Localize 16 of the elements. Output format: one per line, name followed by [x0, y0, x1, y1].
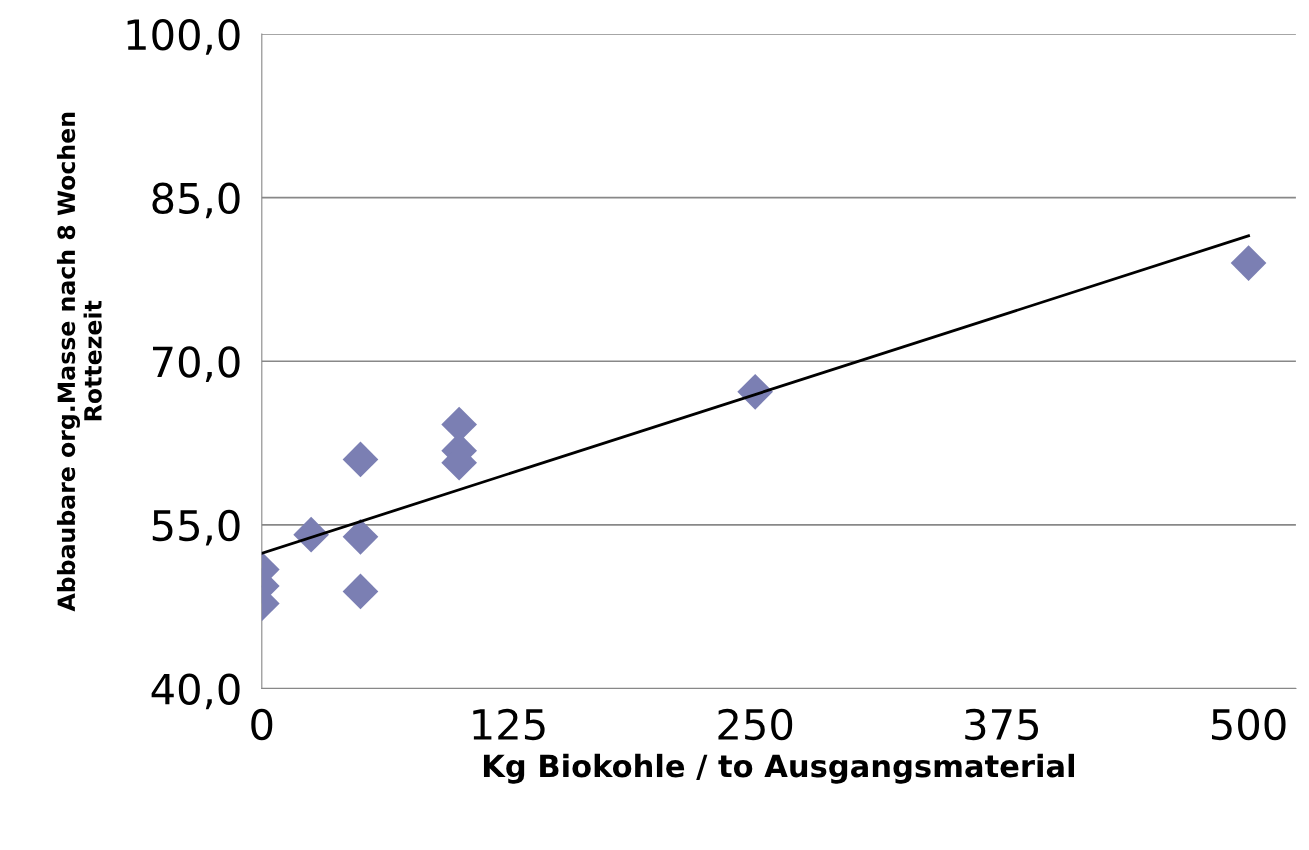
y-tick-label: 100,0	[127, 18, 240, 55]
x-tick-label: 0	[251, 708, 273, 741]
point	[342, 441, 379, 478]
y-tick-label: 55,0	[152, 509, 240, 546]
y-tick-label: 40,0	[151, 673, 240, 710]
y-tick-label: 85,0	[152, 182, 240, 219]
point	[342, 573, 379, 610]
x-tick-label: 375	[965, 708, 1038, 741]
point	[342, 519, 379, 555]
x-tick-label: 500	[1212, 708, 1286, 741]
y-tick-label: 70,0	[153, 346, 240, 382]
x-tick-label: 125	[473, 708, 545, 741]
point	[1230, 245, 1267, 281]
y-axis-title: Abbaubare org.Masse nach 8 Wochen Rottezeit	[56, 112, 102, 612]
x-axis-title: Kg Biokohle / to Ausgangsmaterial	[483, 753, 1074, 784]
x-tick-label: 250	[718, 708, 793, 741]
